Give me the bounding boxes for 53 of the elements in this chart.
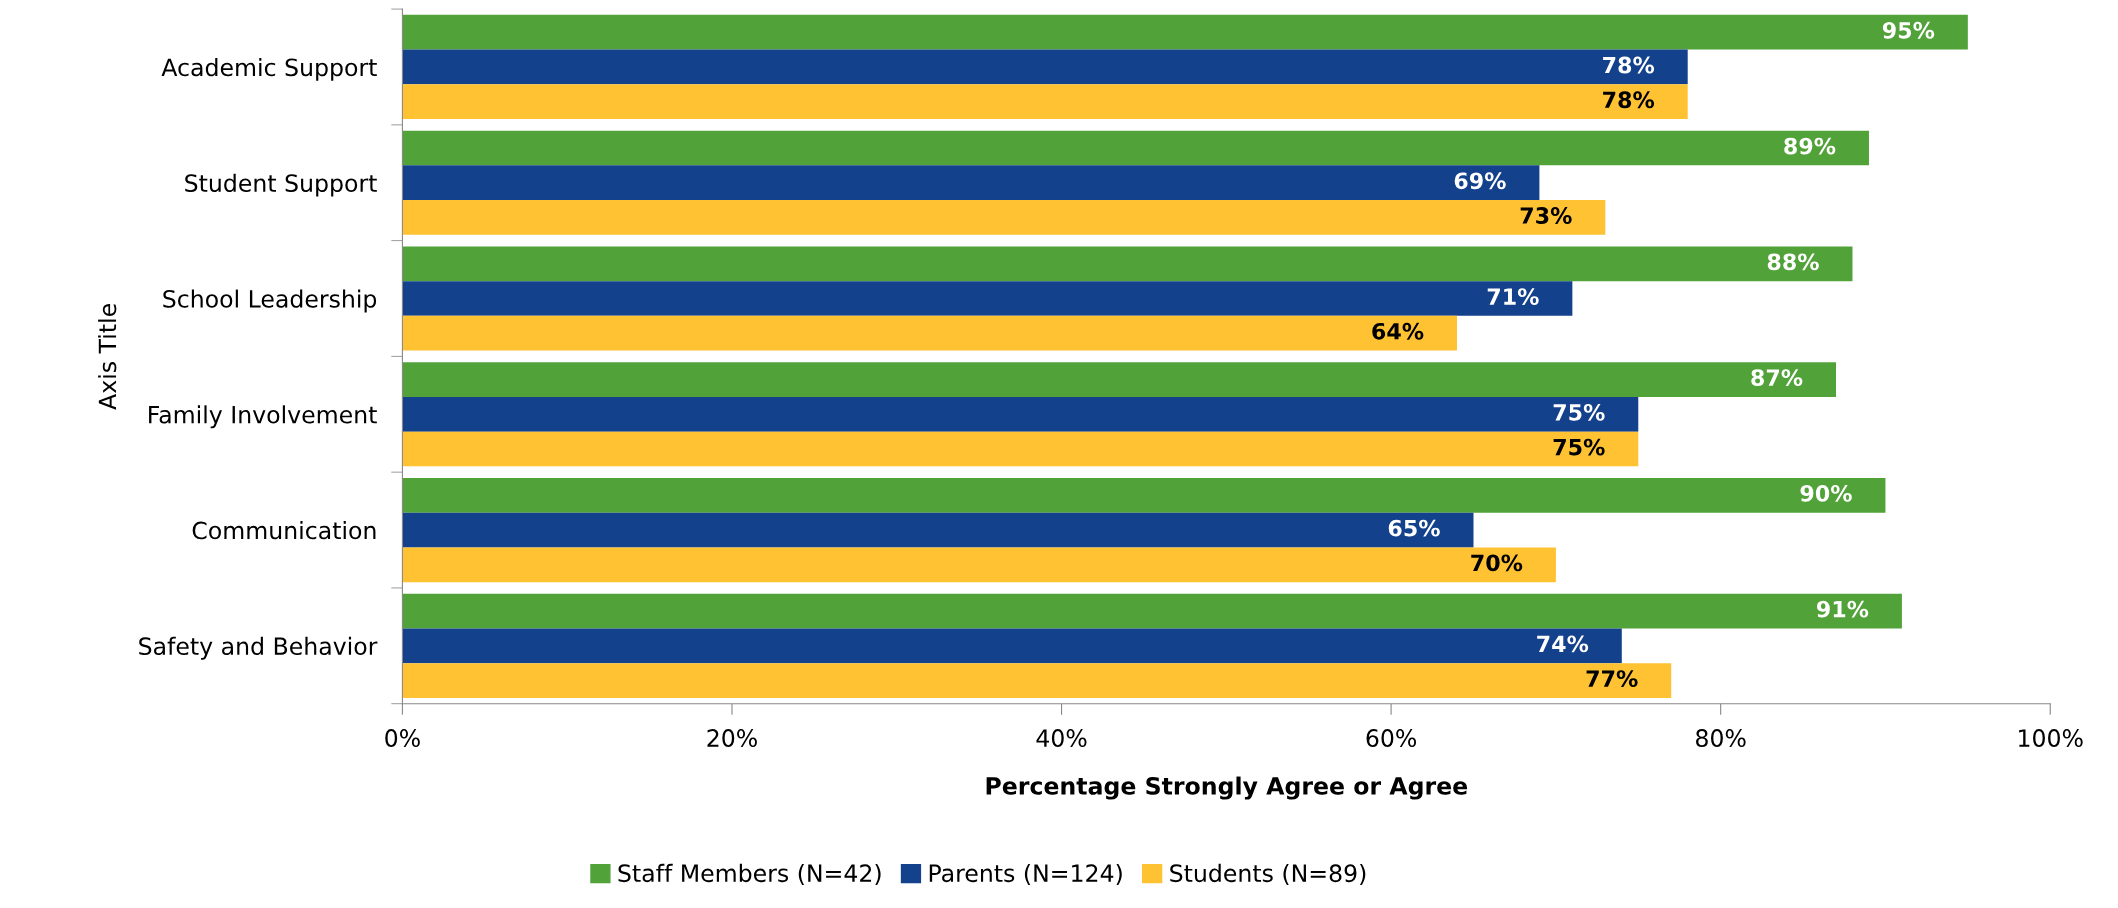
data-label: 78%	[1603, 56, 1655, 74]
bar	[402, 130, 1869, 166]
bar	[402, 281, 1573, 316]
x-tick-label: 80%	[1696, 729, 1746, 747]
y-tick-label: School Leadership	[163, 289, 377, 313]
data-label: 78%	[1603, 91, 1655, 109]
y-tick-label: Communication	[192, 521, 376, 540]
bar	[402, 84, 1688, 120]
x-tick-label: 100%	[2019, 729, 2083, 747]
data-label: 64%	[1372, 322, 1424, 340]
data-label: 90%	[1800, 484, 1852, 502]
bar	[402, 477, 1886, 513]
data-label: 69%	[1454, 172, 1506, 190]
x-axis-title: Percentage Strongly Agree or Agree	[986, 776, 1468, 800]
data-label: 74%	[1537, 635, 1589, 653]
y-tick-label: Family Involvement	[149, 405, 377, 429]
legend-label: Parents (N=124)	[929, 863, 1122, 885]
x-tick-label: 40%	[1036, 729, 1087, 747]
bar	[402, 593, 1902, 629]
data-label: 95%	[1882, 21, 1935, 39]
bar	[402, 362, 1837, 397]
bar	[402, 396, 1639, 432]
data-label: 75%	[1553, 403, 1605, 421]
data-label: 70%	[1471, 554, 1523, 572]
legend-label: Students (N=89)	[1170, 863, 1366, 885]
x-tick-label: 20%	[707, 729, 757, 747]
data-label: 73%	[1520, 207, 1572, 224]
y-tick-label: Student Support	[185, 173, 377, 197]
data-label: 91%	[1816, 600, 1869, 618]
data-label: 89%	[1784, 137, 1836, 155]
y-axis-title: Axis Title	[98, 304, 117, 410]
data-label: 77%	[1586, 670, 1638, 687]
bar	[402, 628, 1622, 664]
x-tick-label: 0%	[385, 729, 420, 747]
bar	[402, 246, 1853, 282]
legend-label: Staff Members (N=42)	[618, 863, 881, 885]
x-tick-label: 60%	[1366, 729, 1417, 747]
data-label: 75%	[1553, 438, 1605, 456]
bar	[402, 547, 1556, 583]
y-tick-label: Academic Support	[161, 57, 377, 81]
bar	[402, 431, 1639, 467]
data-label: 65%	[1388, 519, 1440, 537]
data-label: 87%	[1751, 369, 1803, 386]
bar	[402, 663, 1672, 698]
bar	[402, 14, 1968, 50]
bar	[402, 315, 1458, 351]
bar	[402, 49, 1688, 85]
y-tick-label: Safety and Behavior	[139, 636, 378, 660]
bar	[402, 200, 1606, 235]
data-label: 88%	[1767, 253, 1819, 271]
bar	[402, 165, 1540, 201]
data-label: 71%	[1487, 288, 1539, 305]
bar	[402, 512, 1474, 548]
